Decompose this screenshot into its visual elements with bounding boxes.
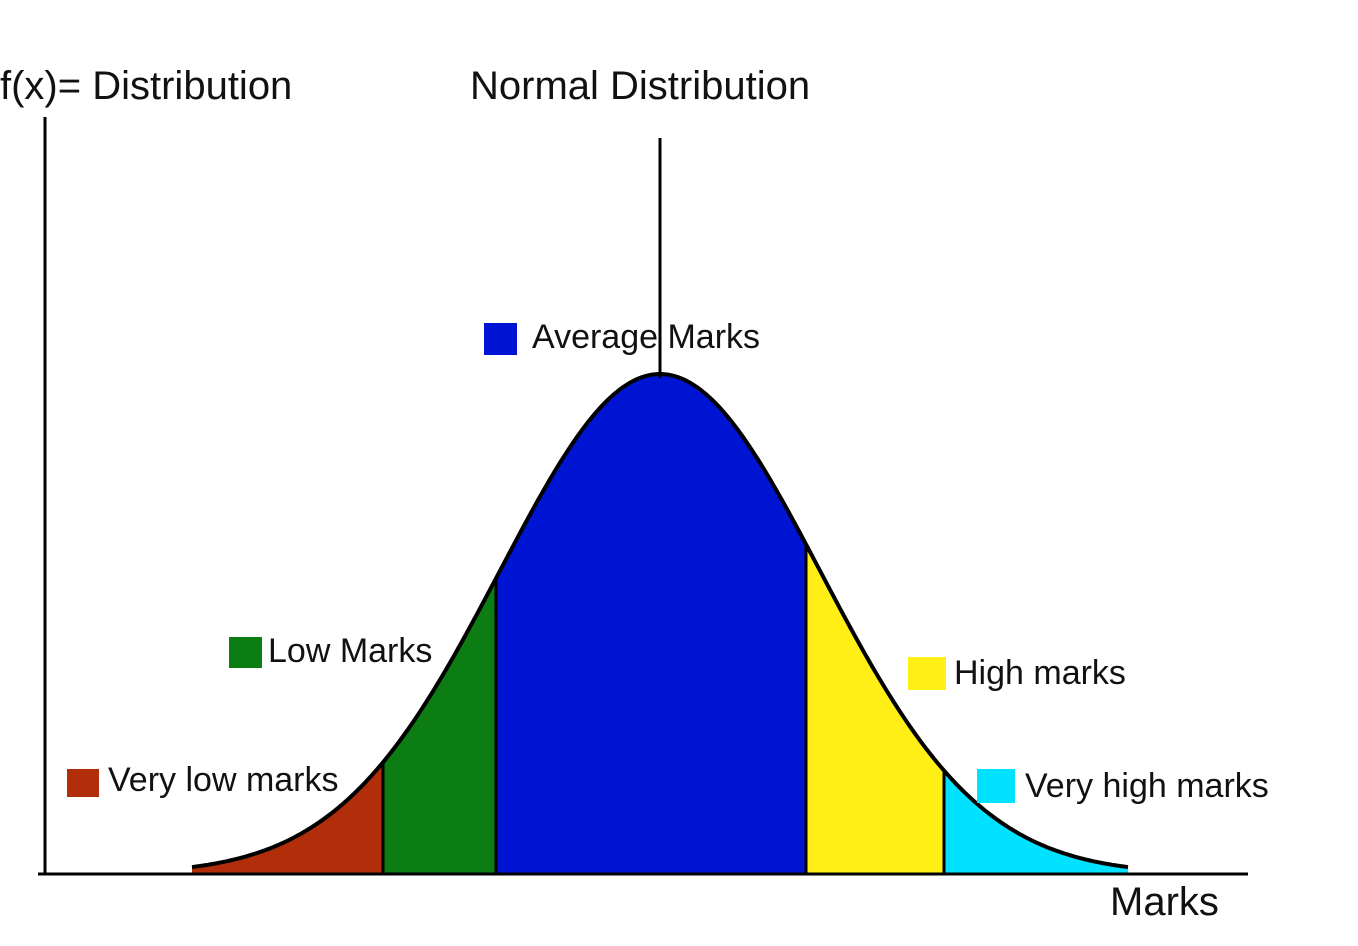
legend-label-high: High marks xyxy=(954,654,1126,692)
region-low xyxy=(383,578,496,874)
legend-label-low: Low Marks xyxy=(268,632,433,670)
region-high xyxy=(806,544,944,874)
region-average xyxy=(496,374,806,874)
curve-regions xyxy=(192,374,1128,874)
legend-swatch-very-high xyxy=(977,769,1015,803)
legend-label-very-high: Very high marks xyxy=(1025,767,1269,805)
legend-swatch-average xyxy=(484,323,517,355)
diagram-title: Normal Distribution xyxy=(470,64,811,108)
legend-label-average: Average Marks xyxy=(532,318,761,356)
region-very-low xyxy=(192,762,383,874)
x-axis-label: Marks xyxy=(1110,880,1219,924)
legend-swatch-low xyxy=(229,637,262,668)
legend-swatch-high xyxy=(908,657,946,690)
legend-label-very-low: Very low marks xyxy=(108,761,339,799)
legend-swatch-very-low xyxy=(67,769,99,797)
y-axis-label: f(x)= Distribution xyxy=(0,64,293,108)
region-very-high xyxy=(944,770,1128,874)
